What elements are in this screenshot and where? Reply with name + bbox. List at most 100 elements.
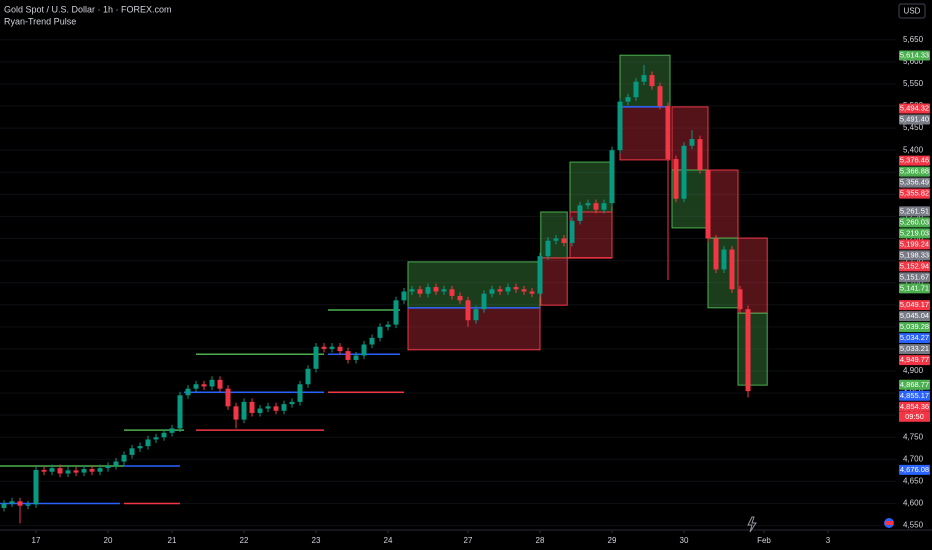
price-label: 4,676.08	[900, 465, 929, 474]
candle-body	[57, 468, 63, 474]
candle-body	[145, 439, 151, 447]
candle-body	[385, 324, 391, 327]
candle-body	[73, 470, 79, 473]
candle-body	[1, 503, 7, 508]
price-label: 5,260.03	[900, 217, 929, 226]
symbol-title: Gold Spot / U.S. Dollar · 1h · FOREX.com	[4, 4, 172, 14]
candle-body	[449, 289, 455, 296]
price-label-box	[899, 228, 930, 239]
candle-body	[689, 139, 695, 146]
flag-stripe	[885, 521, 893, 525]
candle-body	[297, 384, 303, 402]
y-tick-label: 4,750	[903, 432, 924, 441]
price-label-box	[899, 283, 930, 294]
currency-button[interactable]	[898, 3, 926, 19]
price-label: 5,356.49	[900, 178, 929, 187]
candle-body	[409, 289, 415, 292]
candle-body	[457, 295, 463, 301]
x-tick-label: 17	[32, 536, 41, 545]
y-tick-label: 5,400	[903, 145, 924, 154]
candle-body	[241, 401, 247, 420]
candle-body	[281, 404, 287, 411]
price-label-box	[899, 272, 930, 283]
candle-body	[673, 159, 679, 199]
candle-body	[721, 249, 727, 270]
candle-body	[585, 203, 591, 206]
candle-body	[745, 309, 751, 392]
candle-body	[137, 446, 143, 449]
countdown-box	[899, 411, 930, 422]
candle-body	[729, 249, 735, 290]
candle-body	[473, 309, 479, 321]
price-label-box	[899, 401, 930, 412]
zone-upper	[540, 211, 568, 259]
price-label-box	[899, 114, 930, 125]
price-label: 5,366.88	[900, 167, 929, 176]
candle-body	[577, 205, 583, 221]
candle-body	[529, 291, 535, 294]
candle-body	[521, 289, 527, 292]
candle-body	[601, 203, 607, 210]
price-label: 5,151.67	[900, 272, 929, 281]
candle-body	[65, 470, 71, 474]
candle-body	[89, 469, 95, 472]
candle-body	[641, 75, 647, 82]
price-label: 4,868.77	[900, 380, 929, 389]
zone-lower	[540, 257, 568, 306]
y-tick-label: 4,900	[903, 366, 924, 375]
candle-body	[657, 86, 663, 106]
candle-body	[505, 287, 511, 292]
candle-body	[697, 139, 703, 171]
candle-body	[49, 468, 55, 472]
x-tick-label: 22	[240, 536, 249, 545]
candle-body	[345, 351, 351, 360]
candle-body	[545, 240, 551, 257]
candle-body	[9, 501, 15, 504]
candle-body	[25, 504, 31, 506]
currency[interactable]: USD	[904, 7, 921, 16]
candle-body	[737, 289, 743, 310]
candle-body	[257, 408, 263, 413]
candle-body	[625, 97, 631, 102]
price-label-box	[899, 390, 930, 401]
price-label-box	[899, 239, 930, 250]
price-label: 5,491.40	[900, 114, 929, 123]
price-label: 5,355.82	[900, 189, 929, 198]
candle-body	[177, 395, 183, 429]
candle-body	[417, 289, 423, 294]
price-label-box	[899, 322, 930, 333]
x-tick-label: 20	[104, 536, 113, 545]
zone-lower	[569, 211, 613, 259]
candle-body	[425, 287, 431, 294]
candles	[1, 64, 751, 524]
x-tick-label: 3	[826, 536, 831, 545]
candle-body	[305, 368, 311, 385]
candle-body	[121, 454, 127, 462]
candle-body	[265, 406, 271, 409]
candle-body	[433, 287, 439, 292]
candle-body	[201, 384, 207, 387]
candle-body	[17, 501, 23, 506]
candle-body	[193, 384, 199, 389]
price-label-box	[899, 261, 930, 272]
candle-body	[569, 220, 575, 243]
candle-body	[393, 300, 399, 325]
price-label: 5,034.27	[900, 333, 929, 342]
price-label-box	[899, 188, 930, 199]
zone-lower	[619, 106, 671, 161]
event-icon[interactable]	[747, 516, 757, 533]
y-tick-label: 5,550	[903, 79, 924, 88]
price-label: 4,949.77	[900, 355, 929, 364]
price-label: 5,049.17	[900, 300, 929, 309]
indicator-name: Ryan-Trend Pulse	[4, 16, 76, 26]
candle-body	[33, 469, 39, 505]
price-label: 5,614.33	[900, 50, 929, 59]
candle-body	[289, 401, 295, 405]
price-label: 5,198.33	[900, 250, 929, 259]
x-tick-label: 21	[168, 536, 177, 545]
price-label-box	[899, 379, 930, 390]
price-label-box	[899, 355, 930, 366]
zones	[0, 39, 896, 527]
candle-body	[353, 355, 359, 360]
